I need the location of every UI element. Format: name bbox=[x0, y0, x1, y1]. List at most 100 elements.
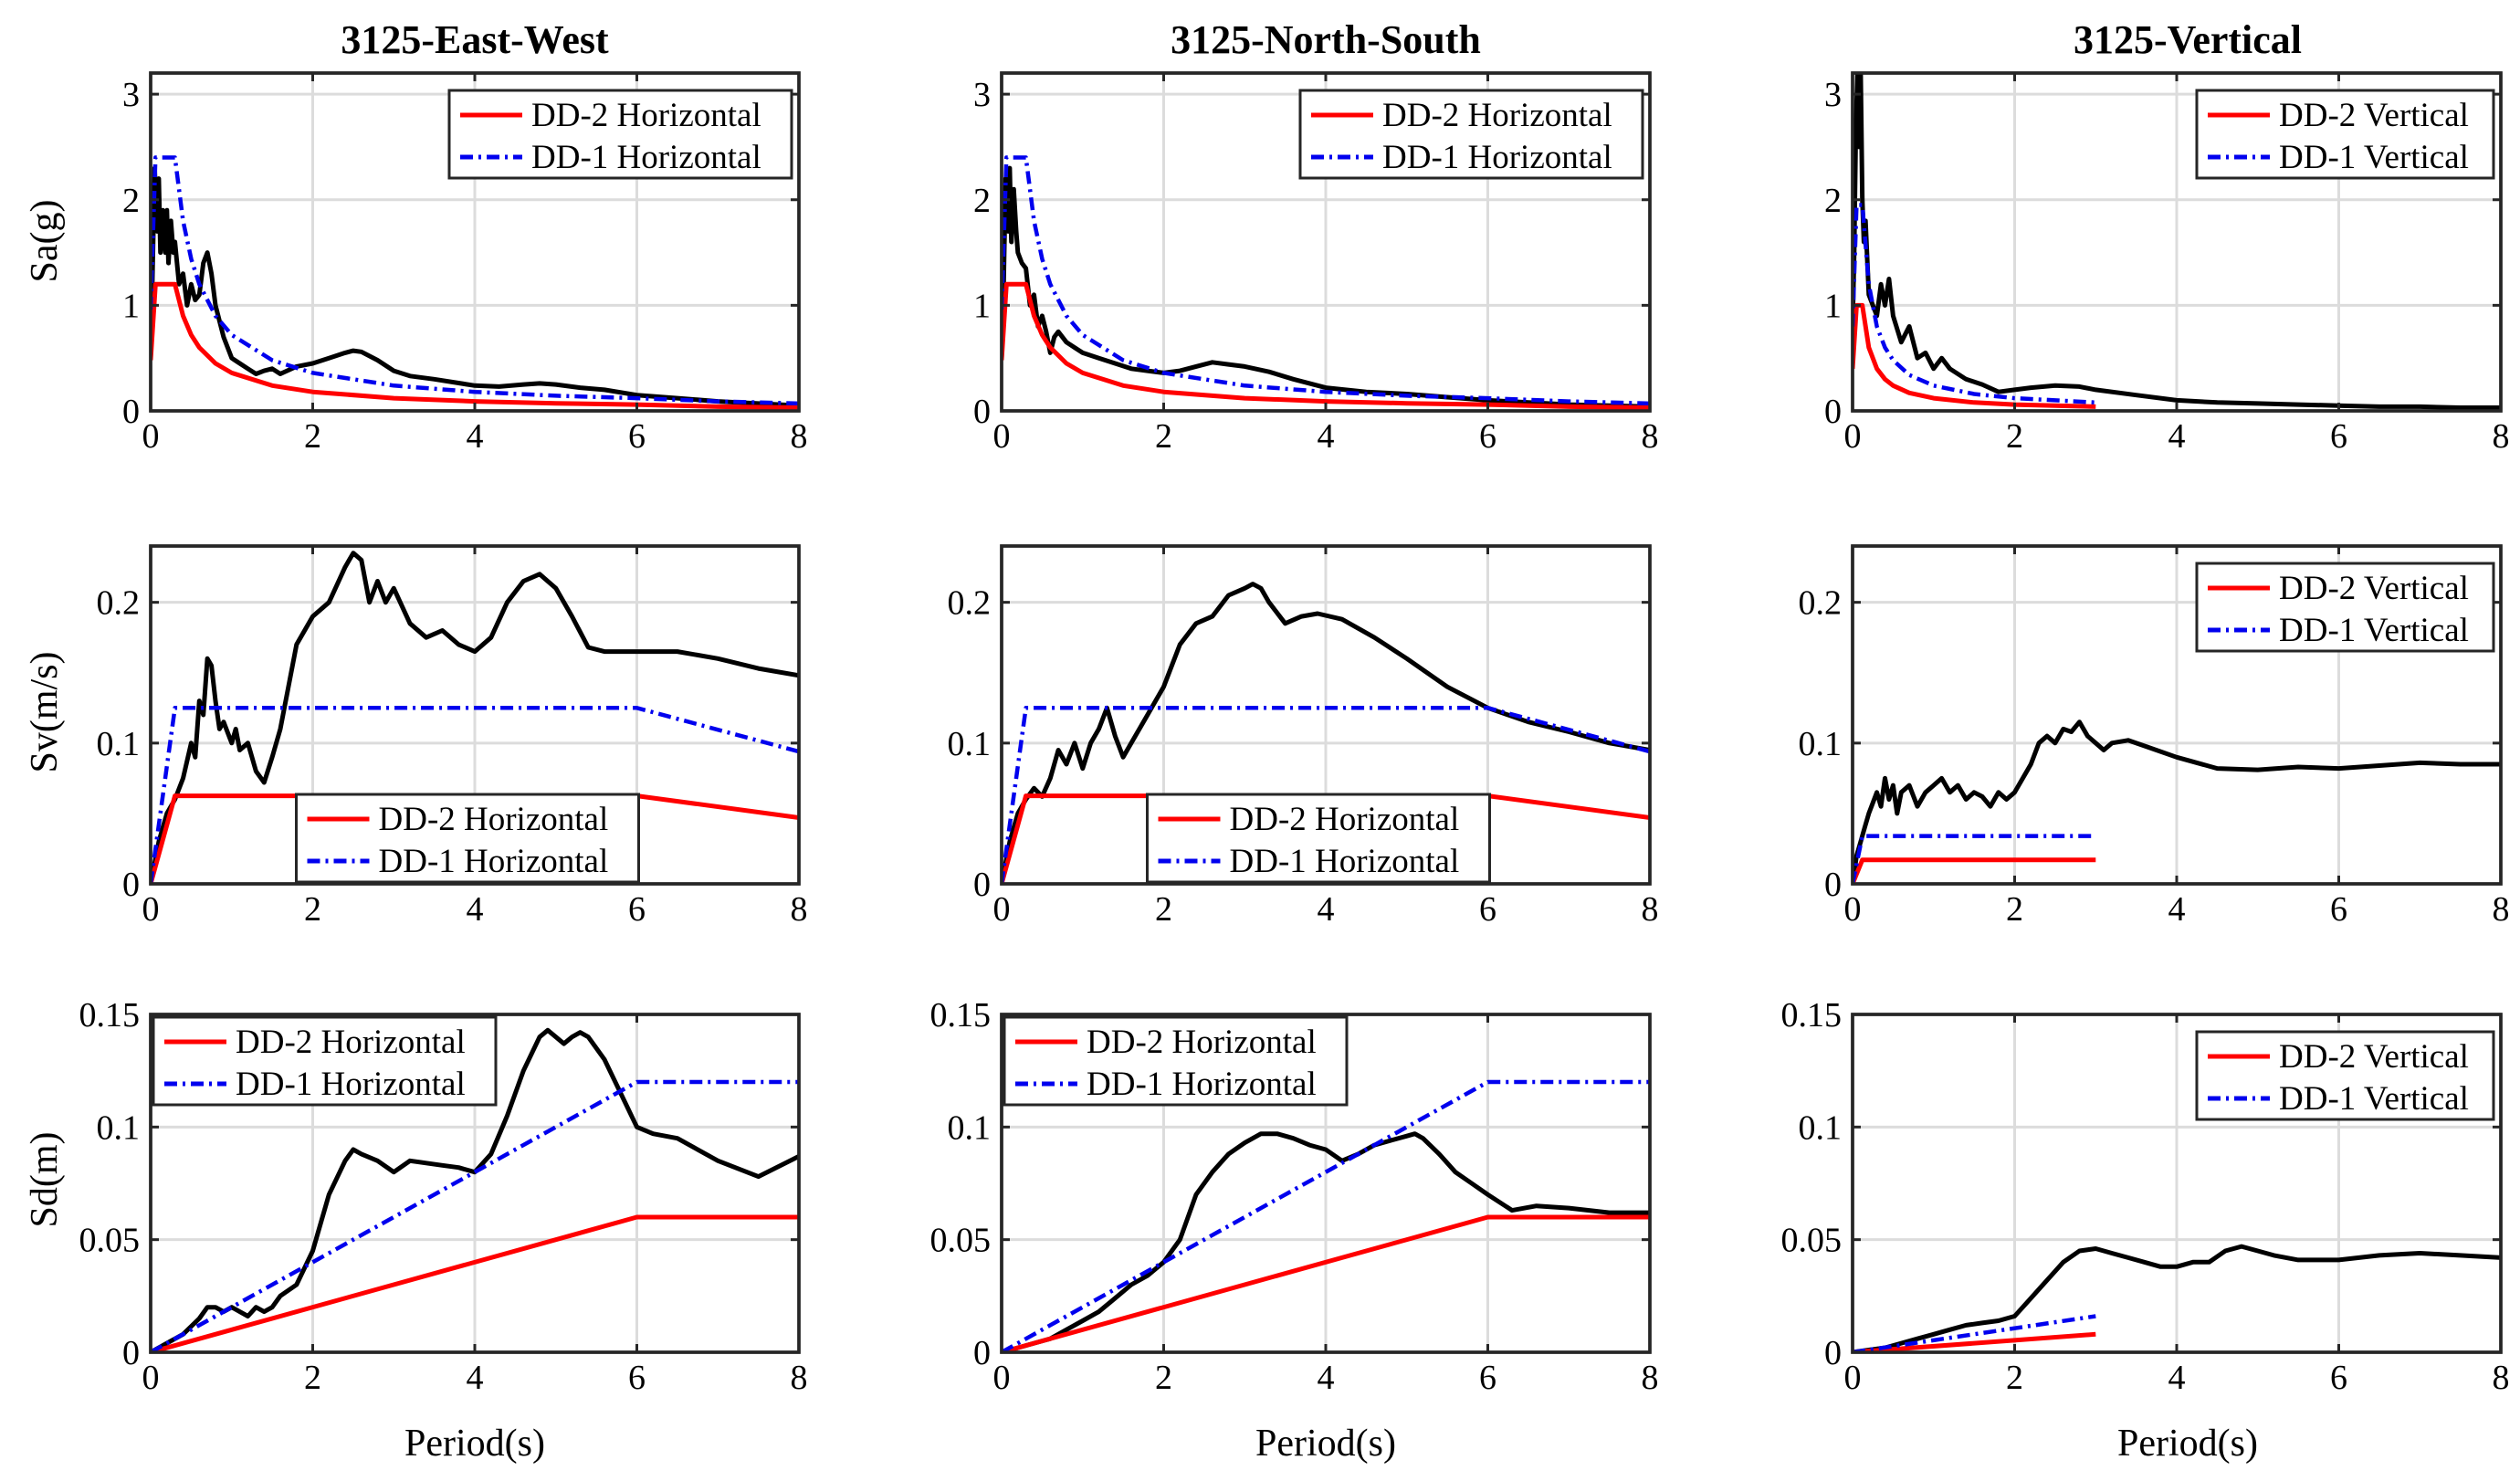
ylabel-sa: Sa(g) bbox=[24, 200, 66, 283]
legend-label: DD-1 Horizontal bbox=[1087, 1066, 1317, 1103]
legend-box bbox=[1146, 793, 1491, 884]
y-tick-label: 0.05 bbox=[1781, 1222, 1843, 1260]
chart-sd-ew: 0 2 4 6 8 0 0.05 0.1 0.15 DD-2 Horizontal DD-1 Hor… bbox=[79, 996, 808, 1397]
legend-label: DD-1 Horizontal bbox=[379, 843, 609, 880]
x-tick-label: 0 bbox=[1844, 890, 1862, 929]
y-tick-label: 0 bbox=[1824, 393, 1842, 431]
x-tick-label: 8 bbox=[2493, 417, 2510, 456]
y-tick-label: 0.15 bbox=[930, 996, 992, 1035]
legend-box bbox=[447, 89, 793, 180]
y-tick-label: 0 bbox=[122, 866, 140, 904]
x-tick-label: 8 bbox=[1642, 417, 1659, 456]
legend: DD-2 Horizontal DD-1 Horizontal bbox=[1003, 1015, 1349, 1107]
chart-sv-v: 0 2 4 6 8 0 0.1 0.2 DD-2 Vertical DD-1 Vertical bbox=[1799, 544, 2510, 929]
x-tick-label: 2 bbox=[304, 1359, 321, 1397]
series-line-record bbox=[1853, 1244, 2501, 1352]
x-tick-label: 4 bbox=[1318, 417, 1335, 456]
x-tick-label: 8 bbox=[791, 417, 808, 456]
series-line-dd-1-horizontal bbox=[151, 706, 799, 884]
legend-label: DD-1 Vertical bbox=[2279, 139, 2469, 176]
y-tick-label: 2 bbox=[973, 182, 991, 220]
x-tick-label: 0 bbox=[142, 417, 160, 456]
x-tick-label: 6 bbox=[628, 417, 646, 456]
y-tick-label: 0.1 bbox=[948, 725, 992, 763]
series-group bbox=[151, 1027, 799, 1352]
x-tick-label: 4 bbox=[1318, 890, 1335, 929]
series-line-record bbox=[151, 551, 799, 884]
x-tick-label: 0 bbox=[142, 1359, 160, 1397]
series-group bbox=[151, 155, 799, 410]
y-tick-label: 1 bbox=[973, 287, 991, 325]
chart-sd-v: 0 2 4 6 8 0 0.05 0.1 0.15 DD-2 Vertical DD-1 Verti… bbox=[1781, 996, 2510, 1397]
x-tick-label: 6 bbox=[2330, 890, 2347, 929]
chart-sa-v: 0 2 4 6 8 0 1 2 3 DD-2 Vertical DD-1 Vertical bbox=[1824, 71, 2510, 456]
legend-label: DD-1 Vertical bbox=[2279, 612, 2469, 649]
y-tick-label: 0 bbox=[973, 393, 991, 431]
x-tick-label: 4 bbox=[2168, 890, 2186, 929]
series-line-record bbox=[1853, 73, 2501, 410]
x-tick-label: 2 bbox=[304, 417, 321, 456]
legend-label: DD-2 Vertical bbox=[2279, 97, 2469, 134]
x-tick-label: 2 bbox=[1155, 417, 1172, 456]
chart-sa-ew: 0 2 4 6 8 0 1 2 3 DD-2 Horizontal DD-1 Horizontal bbox=[122, 71, 808, 456]
series-line-dd-2-horizontal bbox=[1002, 1214, 1650, 1352]
legend-label: DD-1 Vertical bbox=[2279, 1080, 2469, 1118]
y-tick-label: 0.1 bbox=[948, 1108, 992, 1147]
x-tick-label: 4 bbox=[467, 890, 484, 929]
y-tick-label: 0.1 bbox=[97, 1108, 141, 1147]
legend-label: DD-2 Vertical bbox=[2279, 1038, 2469, 1076]
legend-box bbox=[2195, 89, 2495, 180]
x-tick-label: 8 bbox=[1642, 1359, 1659, 1397]
x-tick-label: 4 bbox=[467, 417, 484, 456]
y-tick-label: 1 bbox=[1824, 287, 1842, 325]
series-line-dd-1-vertical bbox=[1853, 834, 2096, 884]
y-tick-label: 0 bbox=[1824, 866, 1842, 904]
x-tick-label: 2 bbox=[2006, 1359, 2023, 1397]
ylabel-sv: Sv(m/s) bbox=[24, 651, 66, 772]
x-tick-label: 6 bbox=[1479, 890, 1496, 929]
series-line-dd-1-vertical bbox=[1853, 203, 2096, 405]
y-tick-label: 0.2 bbox=[948, 584, 992, 623]
x-tick-label: 0 bbox=[1844, 417, 1862, 456]
y-tick-label: 0.2 bbox=[97, 584, 141, 623]
legend: DD-2 Horizontal DD-1 Horizontal bbox=[1298, 89, 1644, 180]
y-tick-label: 0 bbox=[973, 866, 991, 904]
legend-label: DD-1 Horizontal bbox=[236, 1066, 466, 1103]
legend-box bbox=[1298, 89, 1644, 180]
series-line-dd-1-horizontal bbox=[151, 1079, 799, 1352]
y-tick-label: 0 bbox=[122, 393, 140, 431]
series-line-dd-1-horizontal bbox=[1002, 1079, 1650, 1352]
chart-sa-ns: 0 2 4 6 8 0 1 2 3 DD-2 Horizontal DD-1 Horizontal bbox=[973, 71, 1659, 456]
legend-label: DD-2 Horizontal bbox=[379, 801, 609, 838]
legend-label: DD-2 Horizontal bbox=[1230, 801, 1460, 838]
y-tick-label: 0.1 bbox=[1799, 725, 1843, 763]
x-tick-label: 6 bbox=[628, 1359, 646, 1397]
series-line-dd-2-vertical bbox=[1853, 1331, 2096, 1352]
x-axis-labels: Period(s) Period(s) Period(s) bbox=[404, 1423, 2258, 1465]
series-line-record bbox=[1002, 1131, 1650, 1352]
series-line-record bbox=[151, 165, 799, 408]
xlabel-vertical: Period(s) bbox=[2117, 1423, 2258, 1465]
legend: DD-2 Horizontal DD-1 Horizontal bbox=[295, 793, 640, 884]
x-tick-label: 2 bbox=[2006, 890, 2023, 929]
x-tick-label: 8 bbox=[1642, 890, 1659, 929]
y-tick-label: 0.1 bbox=[97, 725, 141, 763]
y-tick-label: 1 bbox=[122, 287, 140, 325]
series-line-record bbox=[1002, 582, 1650, 884]
legend-label: DD-2 Horizontal bbox=[531, 97, 761, 134]
legend: DD-2 Vertical DD-1 Vertical bbox=[2195, 1030, 2495, 1121]
legend-label: DD-2 Vertical bbox=[2279, 570, 2469, 607]
chart-sd-ns: 0 2 4 6 8 0 0.05 0.1 0.15 DD-2 Horizontal DD-1 Hor… bbox=[930, 996, 1659, 1397]
x-tick-label: 0 bbox=[993, 890, 1011, 929]
legend: DD-2 Vertical DD-1 Vertical bbox=[2195, 562, 2495, 653]
x-tick-label: 6 bbox=[1479, 1359, 1496, 1397]
legend: DD-2 Vertical DD-1 Vertical bbox=[2195, 89, 2495, 180]
series-line-record bbox=[1853, 719, 2501, 884]
series-line-dd-1-vertical bbox=[1853, 1314, 2096, 1352]
series-group bbox=[1853, 719, 2501, 884]
column-title-north-south: 3125-North-South bbox=[1171, 17, 1481, 62]
legend-label: DD-1 Horizontal bbox=[1230, 843, 1460, 880]
x-tick-label: 4 bbox=[2168, 417, 2186, 456]
